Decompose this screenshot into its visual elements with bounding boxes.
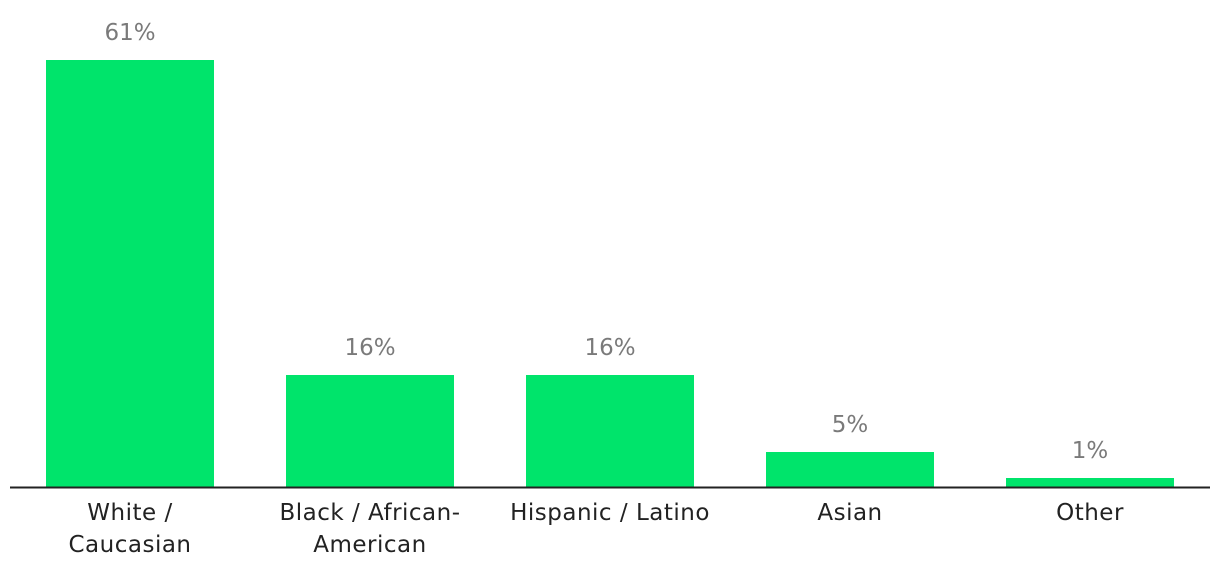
value-label-1: 16% — [344, 335, 395, 361]
value-label-2: 16% — [584, 335, 635, 361]
bar-2 — [526, 375, 694, 487]
value-label-4: 1% — [1072, 438, 1109, 464]
bar-4 — [1006, 478, 1174, 487]
category-label-line: Other — [1056, 500, 1124, 526]
category-label-line: Asian — [817, 500, 882, 526]
bar-3 — [766, 452, 934, 487]
category-label-line: Hispanic / Latino — [510, 500, 710, 526]
value-label-0: 61% — [104, 20, 155, 46]
category-label-4: Other — [1056, 500, 1124, 526]
category-label-line: Caucasian — [68, 532, 191, 558]
category-label-3: Asian — [817, 500, 882, 526]
bar-0 — [46, 60, 214, 487]
category-label-1: Black / African- American — [279, 500, 460, 558]
value-label-3: 5% — [832, 412, 869, 438]
category-label-0: White / Caucasian — [68, 500, 191, 558]
category-label-line: American — [313, 532, 426, 558]
bar-1 — [286, 375, 454, 487]
category-label-line: White / — [87, 500, 172, 526]
category-label-line: Black / African- — [279, 500, 460, 526]
category-label-2: Hispanic / Latino — [510, 500, 710, 526]
